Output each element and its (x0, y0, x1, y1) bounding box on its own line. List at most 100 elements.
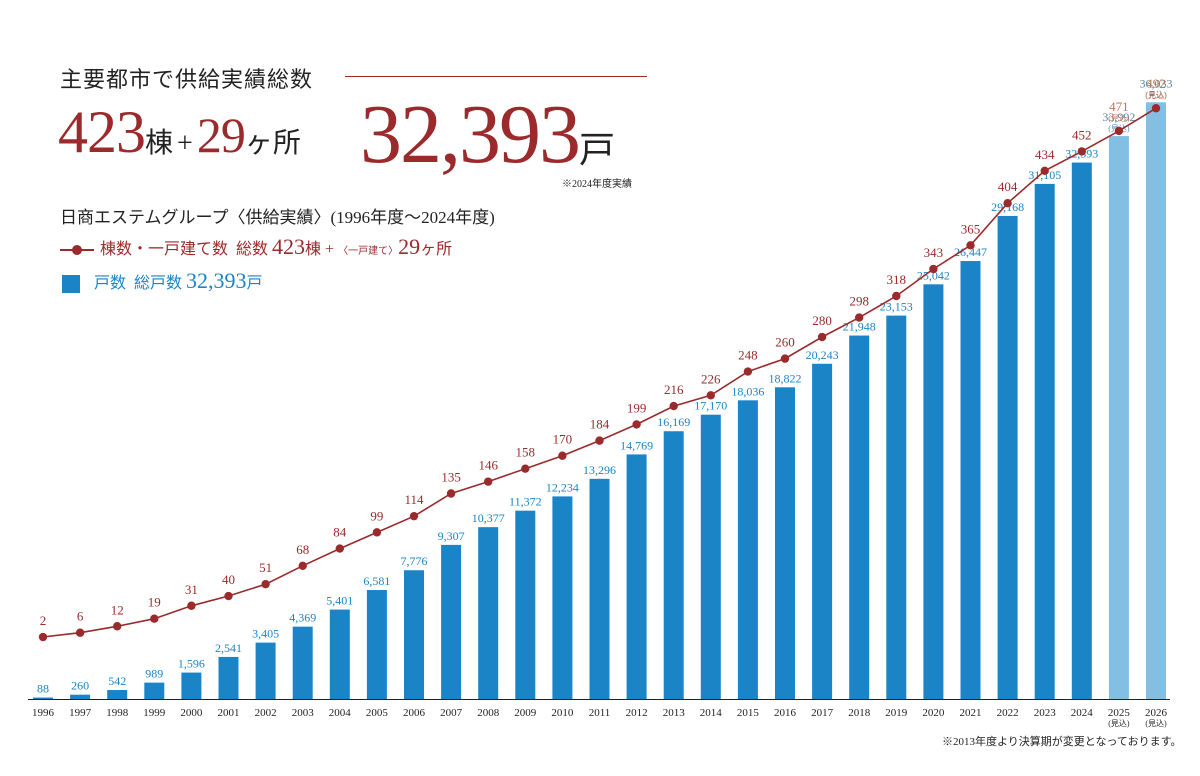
line-point-1999 (150, 614, 159, 623)
bar-forecast-note-2026: (見込) (1145, 90, 1167, 99)
bar-label-1999: 989 (145, 667, 163, 681)
bar-2006 (404, 570, 424, 699)
bar-2013 (663, 431, 684, 699)
units-total-value: 32,393 (360, 88, 581, 181)
line-point-2000 (187, 601, 196, 610)
line-label-1997: 6 (77, 609, 84, 624)
x-tick-2021: 2021 (960, 707, 982, 719)
bar-2026 (1146, 102, 1166, 699)
x-tick-2007: 2007 (440, 707, 463, 719)
plus-sign: + (177, 128, 193, 159)
bar-2021 (960, 261, 981, 699)
line-label-2023: 434 (1035, 147, 1055, 162)
bar-label-2007: 9,307 (438, 529, 465, 543)
bar-label-2016: 18,822 (769, 371, 802, 385)
legend-line-label: 棟数・一戸建て数 (100, 241, 229, 258)
bar-2022 (997, 215, 1018, 700)
line-label-2022: 404 (998, 179, 1018, 194)
legend-detached-label: 〈一戸建て〉 (338, 246, 399, 257)
buildings-total-value: 423 (58, 99, 146, 165)
subtitle: 日商エステムグループ〈供給実績〉(1996年度〜2024年度) (60, 208, 495, 227)
bar-label-2012: 14,769 (620, 438, 653, 452)
line-point-2011 (595, 436, 604, 445)
bar-2019 (886, 315, 907, 699)
x-tick-2020: 2020 (922, 707, 945, 719)
x-tick-sublabel-2026: (見込) (1145, 719, 1167, 728)
line-label-2019: 318 (887, 272, 907, 287)
line-label-2012: 199 (627, 400, 647, 415)
headline-rule (345, 76, 647, 77)
bar-label-2010: 12,234 (546, 480, 579, 494)
line-point-1998 (113, 622, 122, 631)
sites-total-value: 29 (196, 107, 246, 163)
legend-line-total-label: 総数 (236, 241, 269, 258)
line-label-2018: 298 (849, 294, 869, 309)
x-tick-2013: 2013 (663, 707, 686, 719)
line-point-2020 (929, 264, 938, 274)
bar-label-2018: 21,948 (843, 320, 876, 334)
legend-bar-total-unit: 戸 (246, 275, 263, 292)
line-label-2024: 452 (1072, 127, 1092, 142)
line-point-2016 (780, 354, 790, 363)
footnote: ※2013年度より決算期が変更となっております。 (942, 736, 1182, 748)
x-tick-2016: 2016 (774, 707, 797, 719)
line-point-2015 (743, 367, 753, 376)
line-label-2021: 365 (961, 221, 981, 236)
x-tick-2024: 2024 (1071, 707, 1094, 719)
line-label-2001: 40 (222, 572, 235, 587)
bar-label-2015: 18,036 (731, 384, 764, 398)
line-point-2007 (446, 489, 456, 498)
bar-label-2019: 23,153 (880, 300, 913, 314)
bar-2023 (1034, 183, 1055, 700)
line-label-2010: 170 (553, 432, 573, 447)
bar-2002 (255, 642, 276, 699)
line-point-2014 (706, 391, 715, 400)
bar-label-2002: 3,405 (252, 627, 279, 641)
bar-label-2000: 1,596 (178, 657, 205, 671)
line-point-2005 (372, 528, 382, 537)
line-point-2010 (558, 451, 567, 460)
x-tick-2006: 2006 (403, 707, 426, 719)
bar-2012 (626, 454, 647, 699)
legend-line-swatch (60, 243, 94, 257)
x-tick-1998: 1998 (106, 707, 129, 719)
x-tick-2010: 2010 (551, 707, 574, 719)
x-tick-2002: 2002 (255, 707, 277, 719)
bar-2018 (849, 335, 870, 699)
x-tick-1997: 1997 (69, 707, 92, 719)
bar-2005 (366, 590, 387, 699)
line-label-1998: 12 (111, 602, 124, 617)
legend-bar-label: 戸数 (94, 275, 127, 292)
line-label-2009: 158 (516, 445, 536, 460)
x-tick-2012: 2012 (626, 707, 648, 719)
bar-2000 (181, 672, 202, 699)
line-point-2002 (261, 579, 270, 589)
line-point-2013 (669, 401, 678, 411)
sites-total-unit: ヶ所 (244, 128, 301, 159)
bar-2020 (923, 284, 944, 699)
bar-label-2021: 26,447 (954, 245, 987, 259)
x-tick-2000: 2000 (180, 707, 203, 719)
line-label-2026: 492 (1146, 76, 1166, 91)
bar-label-2026: 36,033 (1140, 76, 1173, 90)
bar-label-1996: 88 (37, 682, 49, 696)
bar-label-1998: 542 (108, 674, 126, 688)
legend-detached-value: 29 (398, 234, 421, 259)
bar-2009 (515, 510, 536, 699)
x-tick-sublabel-2025: (見込) (1108, 719, 1130, 728)
line-label-2013: 216 (664, 382, 684, 397)
x-tick-2008: 2008 (477, 707, 500, 719)
x-axis: 1996 1997 1998 1999 2000 2001 2002 2003 2004 2005… (28, 699, 1170, 728)
line-point-2018 (855, 313, 864, 322)
bar-2008 (478, 527, 499, 699)
line-label-2014: 226 (701, 371, 721, 386)
bar-2010 (552, 496, 573, 699)
line-label-2004: 84 (333, 525, 347, 540)
x-tick-2022: 2022 (997, 707, 1019, 719)
bar-2024 (1071, 162, 1092, 700)
x-tick-2019: 2019 (885, 707, 908, 719)
bar-2004 (329, 609, 350, 699)
line-forecast-note-2025: (見込) (1108, 114, 1130, 123)
bar-2017 (812, 363, 833, 699)
line-point-2001 (224, 591, 233, 601)
